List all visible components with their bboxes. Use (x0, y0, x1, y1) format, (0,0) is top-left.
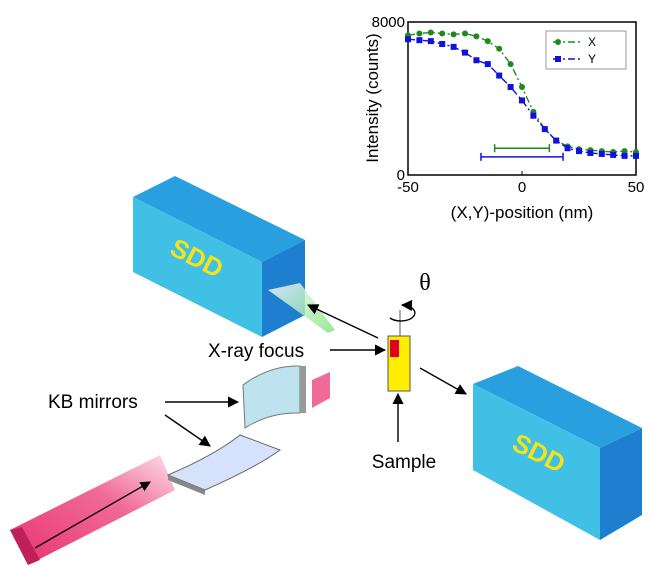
y-axis-label: Intensity (counts) (363, 33, 382, 162)
figure: SDD SDD θ X-ray focus KB mirror (0, 0, 648, 569)
kb-mirrors-label: KB mirrors (48, 392, 138, 413)
data-point (439, 41, 445, 47)
data-point (473, 33, 479, 39)
data-point (587, 150, 593, 156)
data-point (485, 61, 491, 67)
beam (10, 455, 175, 565)
data-point (473, 57, 479, 63)
data-point (576, 148, 582, 154)
data-point (508, 84, 514, 90)
legend-marker (555, 56, 561, 62)
data-point (428, 30, 434, 36)
data-point (633, 153, 639, 159)
data-point (553, 138, 559, 144)
legend-box (546, 31, 626, 69)
sample (388, 305, 415, 391)
data-point (496, 46, 502, 52)
x-axis-label: (X,Y)-position (nm) (451, 203, 594, 222)
legend-label: X (588, 35, 596, 49)
data-point (416, 37, 422, 43)
data-point (599, 151, 605, 157)
sample-label: Sample (372, 452, 436, 473)
data-point (519, 84, 525, 90)
data-point (496, 73, 502, 79)
detector-right: SDD (473, 366, 642, 540)
y-tick-label: 0 (397, 167, 405, 184)
data-point (519, 97, 525, 103)
data-point (530, 113, 536, 119)
data-point (610, 152, 616, 158)
data-point (485, 38, 491, 44)
legend-marker (555, 39, 561, 45)
x-tick-label: 0 (518, 179, 526, 196)
arrows (165, 305, 466, 446)
kb-mirrors (168, 366, 330, 495)
legend-label: Y (588, 52, 596, 66)
xray-focus-label: X-ray focus (208, 341, 304, 362)
data-point (462, 30, 468, 36)
data-point (508, 61, 514, 67)
data-point (405, 36, 411, 42)
y-tick-label: 8000 (372, 14, 405, 31)
data-point (451, 44, 457, 50)
data-point (542, 126, 548, 132)
data-point (462, 50, 468, 56)
theta-label: θ (419, 270, 431, 296)
detector-top: SDD (133, 176, 335, 337)
data-point (439, 30, 445, 36)
data-point (428, 38, 434, 44)
data-point (622, 153, 628, 159)
data-point (416, 30, 422, 36)
data-point (451, 31, 457, 37)
data-point (565, 145, 571, 151)
x-tick-label: 50 (628, 179, 645, 196)
inset-chart: (X,Y)-position (nm) Intensity (counts) -… (363, 14, 644, 222)
